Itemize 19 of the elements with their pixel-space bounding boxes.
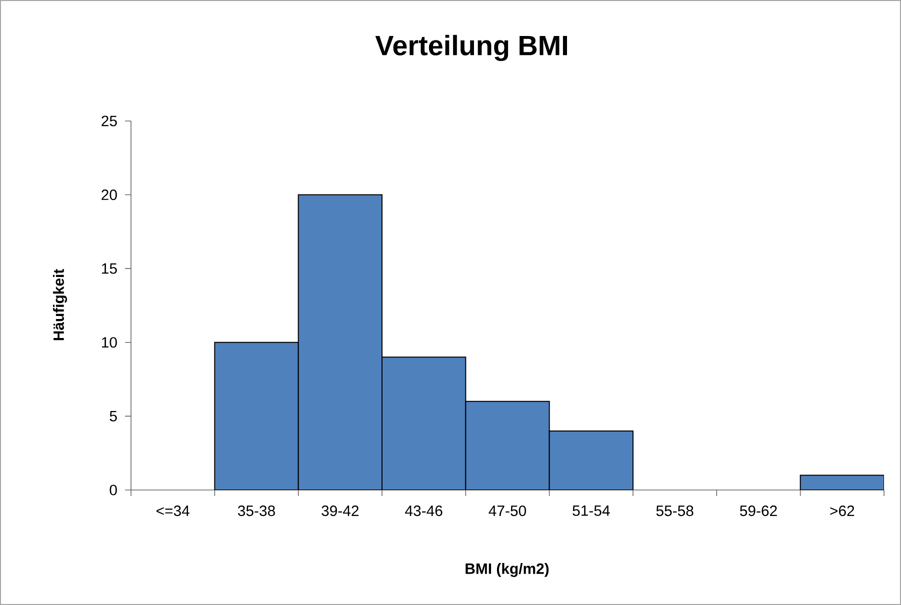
- x-tick-label: <=34: [156, 506, 190, 516]
- y-tick-label: 5: [110, 410, 117, 422]
- x-tick-label: 47-50: [488, 506, 526, 516]
- chart-title: Verteilung BMI: [375, 34, 567, 62]
- y-tick-label: 0: [110, 484, 117, 496]
- y-tick-label: 20: [102, 189, 117, 200]
- x-tick-label: 55-58: [656, 506, 694, 516]
- x-tick-label: 43-46: [405, 506, 442, 516]
- x-tick-label: 39-42: [322, 506, 359, 516]
- x-tick-label: 35-38: [238, 506, 275, 516]
- y-tick-label: 15: [102, 263, 117, 274]
- y-tick-label: 25: [102, 116, 117, 126]
- bar: [800, 474, 884, 490]
- x-tick-label: 51-54: [572, 506, 610, 516]
- x-tick-label: 59-62: [740, 506, 777, 516]
- x-tick-label: >62: [830, 506, 854, 516]
- x-axis-title: BMI (kg/m2): [466, 562, 549, 577]
- y-axis-title: Häufigkeit: [53, 269, 68, 340]
- y-tick-label: 10: [102, 337, 117, 348]
